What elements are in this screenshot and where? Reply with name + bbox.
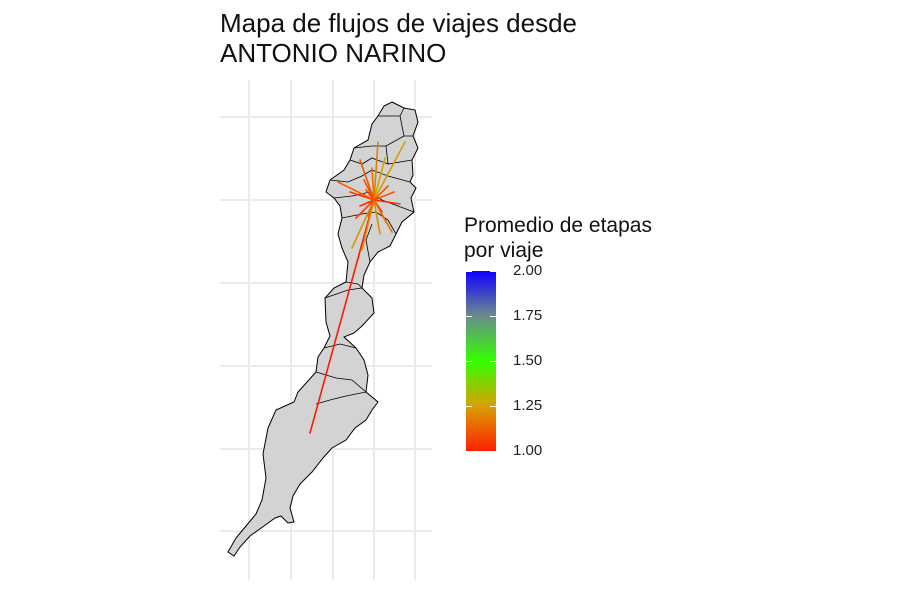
flow-lines	[309, 141, 406, 434]
legend-tick-label: 2.00	[513, 262, 543, 279]
map-title-line1: Mapa de flujos de viajes desde	[220, 8, 578, 38]
legend-title-line1: Promedio de etapas	[464, 214, 652, 237]
legend-tick-mark	[466, 315, 472, 317]
legend-tick-mark	[466, 450, 472, 452]
flow-line	[359, 199, 375, 207]
map-title-line2: ANTONIO NARINO	[220, 38, 447, 68]
legend-tick-mark	[490, 405, 496, 407]
flow-line	[355, 199, 375, 219]
legend-tick-mark	[490, 315, 496, 317]
legend-tick-mark	[466, 270, 472, 272]
legend-tick-mark	[490, 450, 496, 452]
legend-title-line2: por viaje	[464, 239, 544, 262]
legend-tick-mark	[490, 270, 496, 272]
flow-line	[361, 199, 375, 251]
flow-line	[371, 167, 375, 201]
flow-line	[373, 199, 381, 235]
flow-line	[367, 199, 375, 217]
legend-tick-mark	[490, 360, 496, 362]
map-title: Mapa de flujos de viajes desde ANTONIO N…	[220, 8, 680, 68]
flow-line	[309, 199, 375, 434]
flow-line	[359, 159, 375, 201]
flow-line	[373, 199, 401, 205]
legend-title: Promedio de etapas por viaje	[464, 213, 652, 263]
flow-line	[373, 157, 386, 201]
flow-line	[365, 189, 375, 201]
legend-tick-mark	[466, 405, 472, 407]
legend-tick-mark	[466, 360, 472, 362]
flow-line	[373, 199, 387, 223]
legend-tick-label: 1.75	[513, 307, 543, 324]
flow-line	[373, 191, 395, 201]
flow-line	[373, 141, 379, 201]
flow-line	[373, 141, 406, 201]
flow-line	[337, 181, 375, 201]
flow-line	[373, 185, 389, 201]
legend-tick-label: 1.50	[513, 352, 543, 369]
legend-tick-label: 1.25	[513, 397, 543, 414]
legend-tick-label: 1.00	[513, 442, 543, 459]
